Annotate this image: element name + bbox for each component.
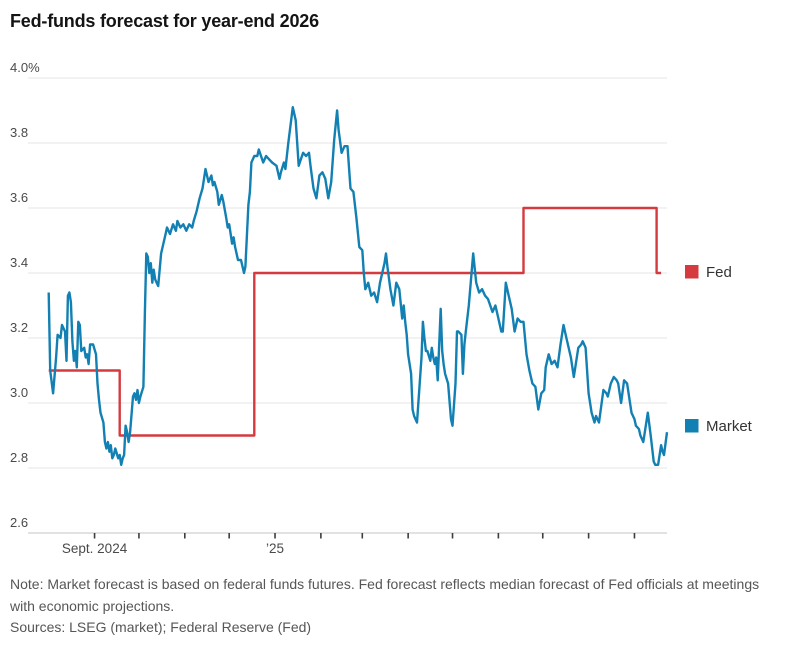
chart-title: Fed-funds forecast for year-end 2026 bbox=[10, 11, 319, 31]
y-axis-labels: 4.0% 3.8 3.6 3.4 3.2 3.0 2.8 2.6 bbox=[10, 60, 40, 530]
fed-line bbox=[48, 206, 662, 437]
x-tick-label: Sept. 2024 bbox=[62, 541, 128, 556]
series-lines bbox=[47, 106, 669, 466]
x-axis: Sept. 2024 ’25 bbox=[62, 533, 636, 556]
chart-note: Note: Market forecast is based on federa… bbox=[10, 576, 760, 614]
chart-footer: Note: Market forecast is based on federa… bbox=[10, 574, 782, 639]
y-tick-label: 3.8 bbox=[10, 125, 28, 140]
legend-swatch-fed bbox=[685, 265, 699, 279]
x-tick-label: ’25 bbox=[266, 541, 284, 556]
chart-sources: Sources: LSEG (market); Federal Reserve … bbox=[10, 619, 312, 635]
y-tick-label: 3.2 bbox=[10, 320, 28, 335]
y-tick-label: 2.6 bbox=[10, 515, 28, 530]
gridlines bbox=[28, 77, 667, 534]
legend-label-market: Market bbox=[706, 418, 753, 435]
y-tick-label: 2.8 bbox=[10, 450, 28, 465]
legend: Fed Market bbox=[685, 264, 753, 435]
y-tick-label: 3.0 bbox=[10, 385, 28, 400]
legend-swatch-market bbox=[685, 419, 699, 433]
y-tick-label: 4.0% bbox=[10, 60, 40, 75]
chart-plot: 4.0%3.83.63.43.23.02.82.6 Sept. 2024’25 … bbox=[10, 60, 753, 556]
y-tick-label: 3.4 bbox=[10, 255, 28, 270]
legend-label-fed: Fed bbox=[706, 264, 732, 281]
market-line bbox=[47, 106, 669, 466]
y-tick-label: 3.6 bbox=[10, 190, 28, 205]
